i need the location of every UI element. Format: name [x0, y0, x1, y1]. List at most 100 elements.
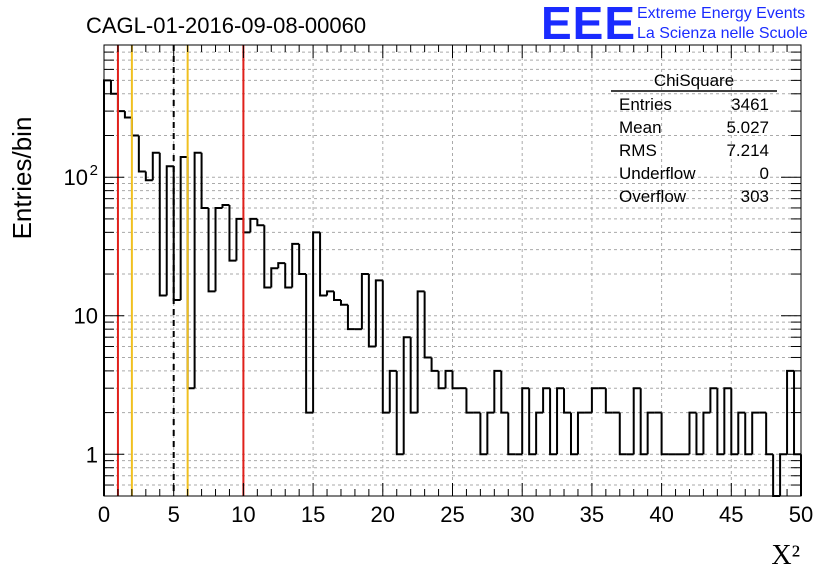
histogram-bin: [158, 152, 167, 297]
histogram-bin: [277, 262, 286, 269]
histogram-bin: [284, 263, 293, 289]
histogram-bin: [751, 411, 760, 455]
histogram-bin: [186, 156, 195, 390]
histogram-bin: [409, 337, 418, 414]
x-tick-label: 5: [168, 502, 180, 527]
histogram-bin: [137, 135, 146, 173]
y-tick-label: 10: [64, 165, 88, 190]
cut-lines-layer: [116, 45, 245, 496]
x-tick-label: 0: [98, 502, 110, 527]
stats-row-label: RMS: [619, 141, 657, 160]
stats-row-value: 303: [741, 187, 769, 206]
histogram-bin: [493, 369, 502, 413]
histogram-bin: [500, 370, 509, 414]
histogram-bin: [374, 279, 383, 347]
histogram-bin: [604, 388, 613, 414]
histogram-bin: [702, 411, 711, 455]
histogram-bin: [576, 411, 585, 455]
histogram-bin: [730, 388, 739, 456]
x-tick-label: 40: [649, 502, 673, 527]
logo-text-line1: Extreme Energy Events: [637, 5, 806, 22]
statistics-box: ChiSquare Entries 3461 Mean 5.027 RMS 7.214 Un…: [611, 71, 777, 206]
histogram-bin: [402, 336, 411, 455]
histogram-bin: [646, 411, 655, 455]
stats-row-value: 3461: [731, 95, 769, 114]
histogram-bin: [333, 291, 341, 301]
histogram-bin: [723, 387, 732, 455]
histogram-bin: [416, 290, 425, 413]
histogram-bin: [381, 280, 390, 414]
histogram-bin: [737, 411, 746, 455]
histogram-bin: [451, 370, 460, 390]
histogram-bin: [430, 357, 439, 372]
histogram-bin: [109, 80, 118, 95]
stats-row-value: 7.214: [726, 141, 769, 160]
histogram-bin: [639, 388, 648, 456]
histogram-bin: [444, 369, 453, 389]
histogram-bin: [395, 370, 404, 456]
histogram-bin: [765, 412, 774, 456]
stats-row-label: Overflow: [619, 187, 687, 206]
chart-title: CAGL-01-2016-09-08-00060: [86, 13, 366, 38]
histogram-bin: [207, 207, 216, 293]
x-tick-label: 45: [719, 502, 743, 527]
histogram-bin: [569, 412, 578, 456]
y-axis-label: Entries/bin: [7, 117, 37, 240]
x-tick-label: 50: [789, 502, 813, 527]
y-tick-label: 1: [86, 442, 98, 467]
histogram-bin: [291, 242, 300, 288]
x-tick-label: 35: [580, 502, 604, 527]
stats-box-title: ChiSquare: [654, 71, 734, 90]
histogram-bin: [507, 412, 516, 456]
stats-row-label: Entries: [619, 95, 672, 114]
histogram-bin: [305, 274, 314, 414]
x-tick-label: 30: [510, 502, 534, 527]
histogram-bin: [437, 370, 446, 390]
histogram-bin: [360, 273, 369, 330]
histogram-bin: [103, 79, 111, 496]
histogram-bin: [563, 388, 571, 414]
histogram-bin: [214, 206, 223, 292]
stats-row-value: 0: [760, 164, 769, 183]
histogram-bin: [709, 387, 718, 413]
histogram-bin: [193, 151, 202, 389]
histogram-bin: [346, 304, 355, 331]
x-axis-label: X²: [771, 540, 800, 571]
stats-row-label: Mean: [619, 118, 662, 137]
histogram-bin: [179, 155, 188, 300]
histogram-bin: [144, 171, 153, 182]
histogram-bin: [270, 267, 279, 288]
histogram-bin: [319, 232, 328, 297]
histogram-bin: [228, 205, 237, 262]
histogram-bin: [556, 387, 565, 455]
histogram-bin: [423, 291, 432, 359]
x-tick-label: 15: [301, 502, 325, 527]
histogram-bin: [744, 412, 753, 456]
y-tick-label: 10: [74, 304, 98, 329]
histogram-bin: [221, 204, 230, 208]
histogram-bin: [716, 388, 725, 456]
histogram-bin: [479, 412, 488, 456]
x-tick-label: 20: [371, 502, 395, 527]
histogram-bin: [632, 387, 641, 455]
histogram-bin: [298, 243, 307, 276]
histogram-bin: [486, 411, 495, 455]
eee-logo: EEE: [541, 0, 637, 49]
y-tick-exponent: 2: [90, 162, 98, 179]
histogram-bin: [549, 388, 558, 456]
histogram-bin: [130, 117, 139, 137]
histogram-bin: [367, 274, 376, 348]
histogram-bin: [249, 217, 258, 233]
histogram-bin: [660, 412, 669, 456]
histogram-bin: [123, 111, 132, 119]
histogram-bin: [200, 152, 209, 209]
histogram-bin: [542, 387, 551, 413]
histogram-bin: [339, 299, 348, 306]
x-tick-label: 10: [231, 502, 255, 527]
histogram-bin: [388, 369, 397, 413]
histogram-bin: [688, 411, 697, 455]
histogram-bin: [326, 290, 335, 296]
histogram-bin: [165, 165, 174, 296]
